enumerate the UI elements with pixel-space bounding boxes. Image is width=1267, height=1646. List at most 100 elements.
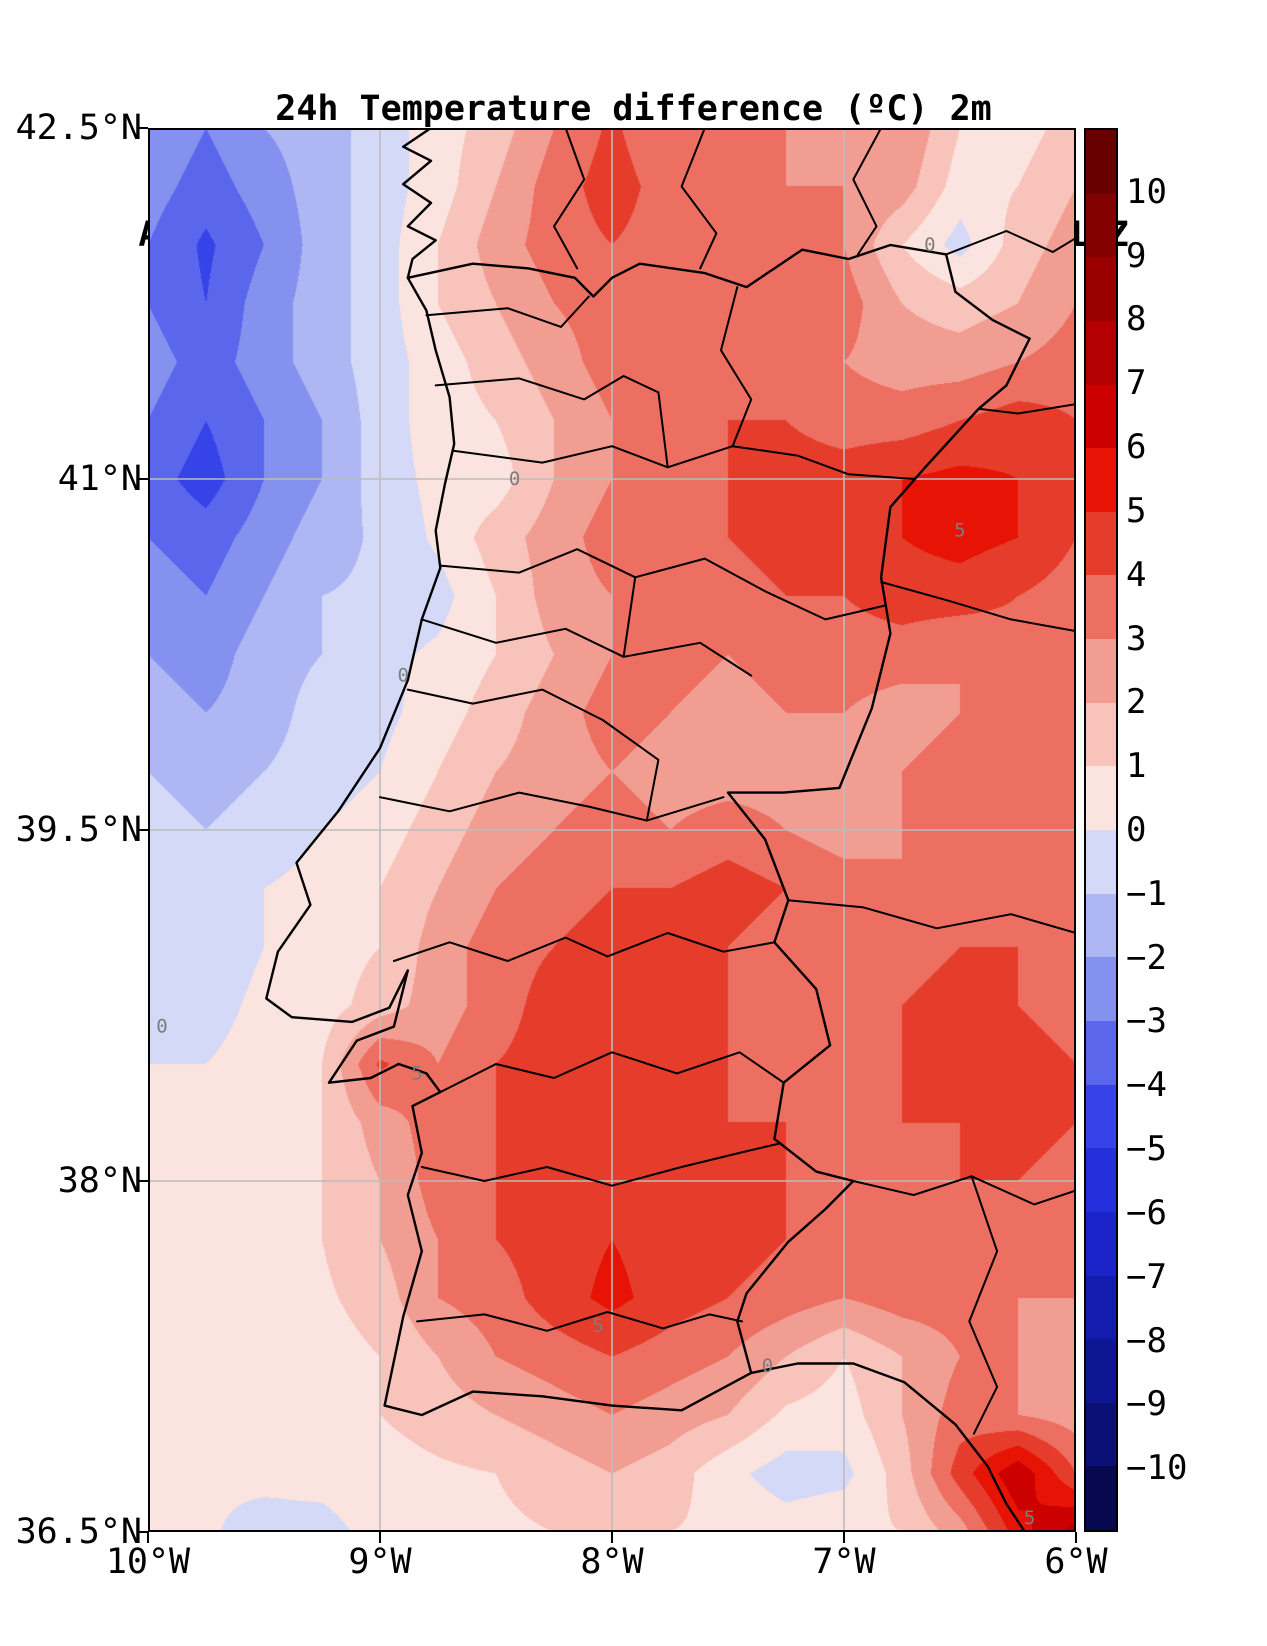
map-plot-area: 0 0 0 0 0 5 5 5 5 <box>148 128 1076 1532</box>
admin-boundary-line <box>379 791 725 822</box>
admin-boundary-line <box>880 581 1076 633</box>
admin-boundary-line <box>601 719 660 822</box>
admin-boundary-line <box>420 618 753 677</box>
y-tick-label: 38°N <box>57 1161 142 1201</box>
plot-frame <box>148 128 1076 1532</box>
y-tick-label: 42.5°N <box>15 108 142 148</box>
admin-boundary-line <box>406 688 604 721</box>
y-tick-label: 39.5°N <box>15 810 142 850</box>
colorbar-cell <box>1086 1148 1116 1212</box>
admin-boundary-line <box>420 1142 780 1187</box>
colorbar-tick-label: −10 <box>1126 1448 1188 1489</box>
x-tick-label: 7°W <box>812 1542 876 1582</box>
contour-label: 5 <box>1024 1507 1035 1529</box>
admin-boundary-line <box>553 128 586 270</box>
admin-boundary-line <box>606 932 776 958</box>
colorbar-cell <box>1086 193 1116 258</box>
colorbar-tick-label: −3 <box>1126 1001 1167 1042</box>
y-tick-mark <box>137 478 148 480</box>
admin-boundary-line <box>434 375 660 401</box>
admin-boundary-line <box>787 899 1076 934</box>
admin-boundary-line <box>657 391 669 469</box>
colorbar-cell <box>1086 1020 1116 1085</box>
colorbar-cell <box>1086 320 1116 385</box>
x-tick-label: 9°W <box>348 1542 412 1582</box>
colorbar-cell <box>1086 384 1116 449</box>
colorbar-tick-label: −7 <box>1126 1256 1167 1297</box>
colorbar-tick-label: −8 <box>1126 1320 1167 1361</box>
colorbar-tick-label: 5 <box>1126 490 1147 531</box>
x-tick-label: 6°W <box>1044 1542 1108 1582</box>
admin-boundary-line <box>439 548 887 621</box>
y-tick-mark <box>137 127 148 129</box>
colorbar-tick-label: 1 <box>1126 746 1147 787</box>
colorbar-tick-label: 8 <box>1126 299 1147 340</box>
contour-label: 5 <box>411 1062 422 1084</box>
colorbar-tick-label: 3 <box>1126 618 1147 659</box>
contour-label: 0 <box>509 468 520 490</box>
colorbar-cell <box>1086 1275 1116 1340</box>
colorbar-cell <box>1086 448 1116 512</box>
colorbar-cell <box>1086 130 1116 194</box>
admin-boundary-line <box>852 128 883 256</box>
x-tick-mark <box>147 1532 149 1543</box>
colorbar-cell <box>1086 1084 1116 1149</box>
admin-boundary-line <box>416 1311 743 1332</box>
chart-title-line1: 24h Temperature difference (ºC) 2m <box>275 89 992 129</box>
contour-label: 0 <box>156 1016 167 1038</box>
coastline <box>265 128 1027 1532</box>
colorbar-tick-label: −5 <box>1126 1129 1167 1170</box>
x-tick-mark <box>611 1532 613 1543</box>
contour-label: 5 <box>954 519 965 541</box>
colorbar-tick-label: −1 <box>1126 873 1167 914</box>
colorbar-tick-label: 6 <box>1126 427 1147 468</box>
colorbar-tick-label: −9 <box>1126 1384 1167 1425</box>
colorbar-cell <box>1086 1339 1116 1403</box>
colorbar-tick-label: −6 <box>1126 1192 1167 1233</box>
colorbar-cell <box>1086 766 1116 831</box>
colorbar-cell <box>1086 957 1116 1021</box>
x-tick-label: 10°W <box>105 1542 191 1582</box>
colorbar-tick-label: 7 <box>1126 363 1147 404</box>
colorbar-cell <box>1086 1211 1116 1276</box>
colorbar <box>1084 128 1118 1532</box>
colorbar-tick-label: 9 <box>1126 235 1147 276</box>
colorbar-cell <box>1086 639 1116 703</box>
admin-boundary-line <box>622 576 637 658</box>
colorbar-tick-label: 10 <box>1126 171 1167 212</box>
colorbar-cell <box>1086 1466 1116 1531</box>
colorbar-cell <box>1086 575 1116 640</box>
y-tick-mark <box>137 1180 148 1182</box>
y-tick-label: 41°N <box>57 459 142 499</box>
map-overlay: 0 0 0 0 0 5 5 5 5 <box>148 128 1076 1532</box>
colorbar-tick-label: −4 <box>1126 1065 1167 1106</box>
admin-boundary-line <box>720 286 753 448</box>
y-tick-mark <box>137 829 148 831</box>
admin-boundary-line <box>945 230 1076 256</box>
colorbar-cell <box>1086 702 1116 767</box>
x-tick-mark <box>379 1532 381 1543</box>
portugal-spain-border <box>406 243 1031 1375</box>
admin-boundary-line <box>968 1175 999 1435</box>
y-tick-mark <box>137 1531 148 1533</box>
colorbar-tick-label: 0 <box>1126 810 1147 850</box>
colorbar-cell <box>1086 830 1116 894</box>
x-tick-label: 8°W <box>580 1542 644 1582</box>
admin-boundary-line <box>977 403 1076 415</box>
contour-label: 5 <box>592 1315 603 1337</box>
y-tick-label: 36.5°N <box>15 1512 142 1552</box>
admin-boundary-line <box>453 445 915 480</box>
colorbar-cell <box>1086 511 1116 576</box>
colorbar-tick-label: −2 <box>1126 937 1167 978</box>
colorbar-cell <box>1086 893 1116 958</box>
colorbar-cell <box>1086 257 1116 321</box>
colorbar-tick-label: 2 <box>1126 682 1147 723</box>
contour-label: 0 <box>924 234 935 256</box>
x-tick-mark <box>843 1532 845 1543</box>
admin-boundary-line <box>425 295 590 328</box>
colorbar-tick-label: 4 <box>1126 554 1147 595</box>
x-tick-mark <box>1075 1532 1077 1543</box>
colorbar-cell <box>1086 1402 1116 1467</box>
contour-label: 0 <box>397 665 408 687</box>
